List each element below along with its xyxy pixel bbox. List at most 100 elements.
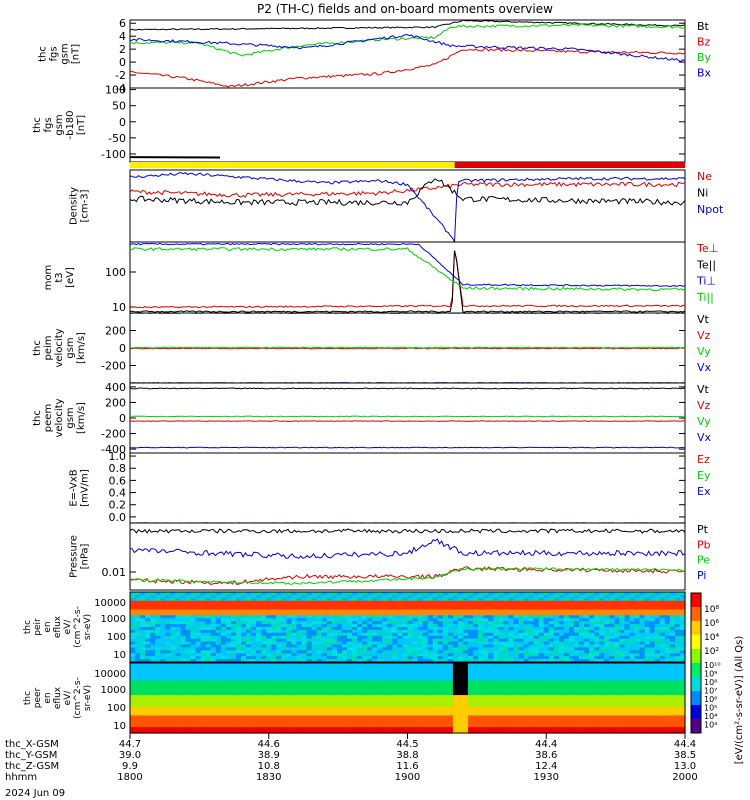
spectrogram-cell [417, 712, 424, 717]
spectrogram-cell [538, 594, 545, 599]
spectrogram-cell [437, 638, 444, 643]
spectrogram-cell [634, 635, 641, 640]
spectrogram-cell [432, 618, 439, 622]
spectrogram-cell [533, 659, 540, 663]
spectrogram-cell [468, 612, 474, 616]
spectrogram-cell [609, 718, 615, 722]
spectrogram-cell [609, 592, 615, 596]
spectrogram-cell [498, 656, 504, 660]
spectrogram-cell [225, 663, 232, 667]
spectrogram-cell [276, 671, 282, 676]
spectrogram-cell [326, 709, 333, 714]
spectrogram-cell [230, 706, 237, 711]
spectrogram-cell [619, 665, 625, 670]
spectrogram-cell [276, 700, 282, 705]
spectrogram-cell [271, 656, 277, 660]
spectrogram-cell [296, 629, 303, 634]
legend-Te: Te|| [696, 258, 716, 271]
spectrogram-cell [316, 680, 323, 684]
spectrogram-cell [483, 709, 489, 714]
spectrogram-cell [503, 709, 509, 714]
spectrogram-cell [584, 612, 590, 616]
spectrogram-cell [246, 621, 252, 625]
spectrogram-cell [352, 600, 358, 605]
spectrogram-cell [402, 706, 409, 711]
spectrogram-cell [548, 700, 555, 705]
spectrogram-cell [447, 712, 454, 717]
spectrogram-cell [215, 629, 222, 634]
spectrogram-cell [629, 644, 636, 648]
spectrogram-cell [246, 677, 252, 682]
spectrogram-cell [412, 600, 419, 605]
spectrogram-cell [614, 627, 620, 631]
spectrogram-cell [452, 624, 459, 628]
spectrogram-cell [220, 706, 227, 711]
spectrogram-cell [503, 609, 509, 613]
spectrogram-cell [200, 629, 207, 634]
spectrogram-cell [301, 668, 308, 673]
spectrogram-cell [604, 715, 610, 719]
spectrogram-cell [336, 663, 343, 667]
spectrogram-cell [584, 677, 590, 682]
spectrogram-cell [432, 695, 439, 699]
spectrogram-cell [634, 606, 641, 611]
spectrogram-cell [579, 668, 585, 673]
spectrogram-cell [427, 709, 434, 714]
spectrogram-cell [680, 659, 686, 663]
spectrogram-cell [241, 644, 247, 648]
spectrogram-cell [604, 624, 610, 628]
spectrogram-cell [347, 718, 353, 722]
spectrogram-cell [649, 606, 656, 611]
spectrogram-cell [185, 686, 192, 690]
spectrogram-cell [604, 659, 610, 663]
spectrogram-cell [266, 671, 272, 676]
spectrogram-cell [599, 638, 605, 643]
spectrogram-cell [543, 680, 550, 684]
spectrogram-cell [306, 698, 313, 702]
spectrogram-cell [205, 692, 212, 696]
spectrogram-cell [215, 671, 222, 676]
spectrogram-cell [574, 592, 580, 596]
spectrogram-cell [165, 663, 171, 667]
spectrogram-cell [301, 632, 308, 637]
spectrogram-cell [321, 603, 328, 608]
spectrogram-cell [563, 671, 570, 676]
spectrogram-cell [241, 592, 247, 596]
spectrogram-cell [644, 615, 651, 619]
spectrogram-cell [362, 641, 368, 646]
spectrogram-cell [437, 606, 444, 611]
spectrogram-cell [528, 683, 535, 687]
y-tick-label: -400 [101, 443, 126, 456]
spectrogram-cell [417, 603, 424, 608]
spectrogram-cell [427, 659, 434, 663]
spectrogram-cell [654, 647, 661, 651]
spectrogram-cell [447, 709, 454, 714]
spectrogram-cell [452, 592, 459, 596]
spectrogram-cell [190, 603, 197, 608]
spectrogram-cell [417, 644, 424, 648]
spectrogram-cell [271, 686, 277, 690]
spectrogram-cell [553, 641, 560, 646]
spectrogram-cell [362, 615, 368, 619]
spectrogram-cell [659, 677, 666, 682]
spectrogram-cell [654, 700, 661, 705]
spectrogram-cell [150, 659, 156, 663]
spectrogram-cell [493, 668, 499, 673]
spectrogram-cell [331, 712, 338, 717]
spectrogram-cell [276, 644, 282, 648]
spectrogram-cell [256, 638, 262, 643]
spectrogram-cell [230, 603, 237, 608]
spectrogram-cell [528, 700, 535, 705]
spectrogram-cell [347, 618, 353, 622]
spectrogram-cell [543, 650, 550, 654]
spectrogram-cell [281, 703, 287, 708]
series-Ti-line [129, 242, 686, 288]
spectrogram-cell [200, 592, 207, 596]
spectrogram-cell [301, 686, 308, 690]
spectrogram-cell [387, 647, 393, 651]
spectrogram-cell [306, 632, 313, 637]
spectrogram-cell [402, 709, 409, 714]
spectrogram-cell [185, 600, 192, 605]
spectrogram-cell [372, 703, 378, 708]
spectrogram-cell [286, 641, 292, 646]
